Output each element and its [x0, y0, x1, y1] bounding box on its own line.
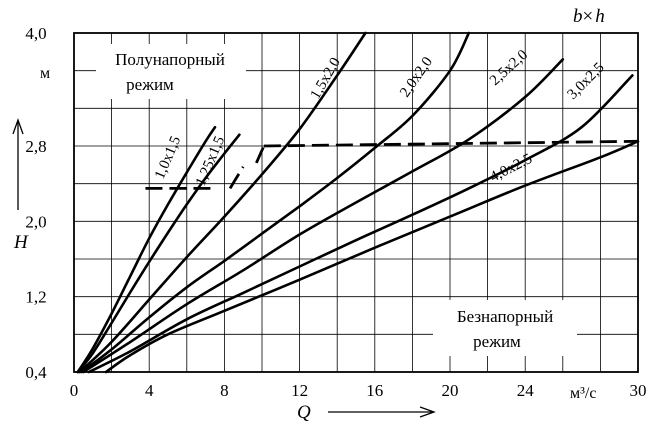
curve-label-7: 4,0x2,5	[488, 151, 535, 186]
grid	[74, 33, 638, 372]
lower-region-label-line1: Безнапорный	[457, 307, 553, 326]
upper-region-box	[96, 44, 246, 99]
y-tick-label: 2,8	[25, 137, 46, 156]
upper-region-label-line1: Полунапорный	[115, 50, 225, 69]
legend-title: b× h	[573, 6, 605, 27]
tick-labels: 0 4 8 12 16 20 24 30 0,4 1,2 2,0 2,8 4,0	[25, 24, 646, 400]
x-tick-label: 20	[442, 381, 459, 400]
x-tick-label: 16	[366, 381, 383, 400]
x-axis-title: Q	[297, 402, 311, 423]
curve-label-4: 2,0x2,0	[397, 54, 436, 100]
boundary-segment-4	[263, 139, 639, 148]
x-tick-label: 8	[220, 381, 229, 400]
series-line-5	[82, 58, 565, 374]
x-axis-arrow-head	[419, 406, 436, 418]
x-tick-label: 30	[630, 381, 647, 400]
lower-region-box	[433, 300, 577, 356]
y-axis-title: H	[13, 232, 29, 253]
boundary-segment-3	[255, 145, 266, 164]
y-tick-label: 2,0	[25, 212, 46, 231]
lower-region-label-line2: режим	[473, 332, 521, 351]
legend-title-b: b	[573, 6, 583, 27]
x-tick-label: 0	[70, 381, 79, 400]
legend-title-h: h	[595, 6, 605, 27]
x-tick-label: 12	[291, 381, 308, 400]
curve-label-3: 1,5x2,0	[308, 55, 344, 102]
x-tick-label: 4	[145, 381, 154, 400]
curve-label-1: 1,0x1,5	[152, 134, 184, 182]
y-tick-label: 0,4	[25, 363, 47, 382]
x-tick-label: 24	[517, 381, 535, 400]
series-line-3	[78, 31, 367, 374]
curve-label-6: 3,0x2,5	[565, 60, 608, 103]
series-line-2	[76, 133, 241, 374]
series-line-1	[76, 125, 217, 374]
regime-boundary	[145, 139, 639, 190]
curve-label-2: 1,25x1,5	[193, 134, 228, 189]
series-line-6	[87, 74, 634, 374]
legend-title-x: ×	[583, 6, 594, 27]
series-line-4	[80, 31, 471, 374]
upper-region-label-line2: режим	[126, 75, 174, 94]
axes	[73, 32, 639, 373]
series-line-7	[104, 140, 640, 374]
x-unit-label: м³/с	[570, 385, 596, 402]
y-tick-label: 4,0	[25, 24, 46, 43]
y-axis-arrow-head	[12, 118, 24, 135]
y-tick-label: 1,2	[25, 288, 46, 307]
y-unit-label: м	[40, 65, 50, 82]
series-lines	[76, 31, 640, 374]
plot-frame	[73, 32, 639, 373]
boundary-segment-2	[228, 165, 245, 190]
curve-label-5: 2,5x2,0	[487, 47, 531, 89]
